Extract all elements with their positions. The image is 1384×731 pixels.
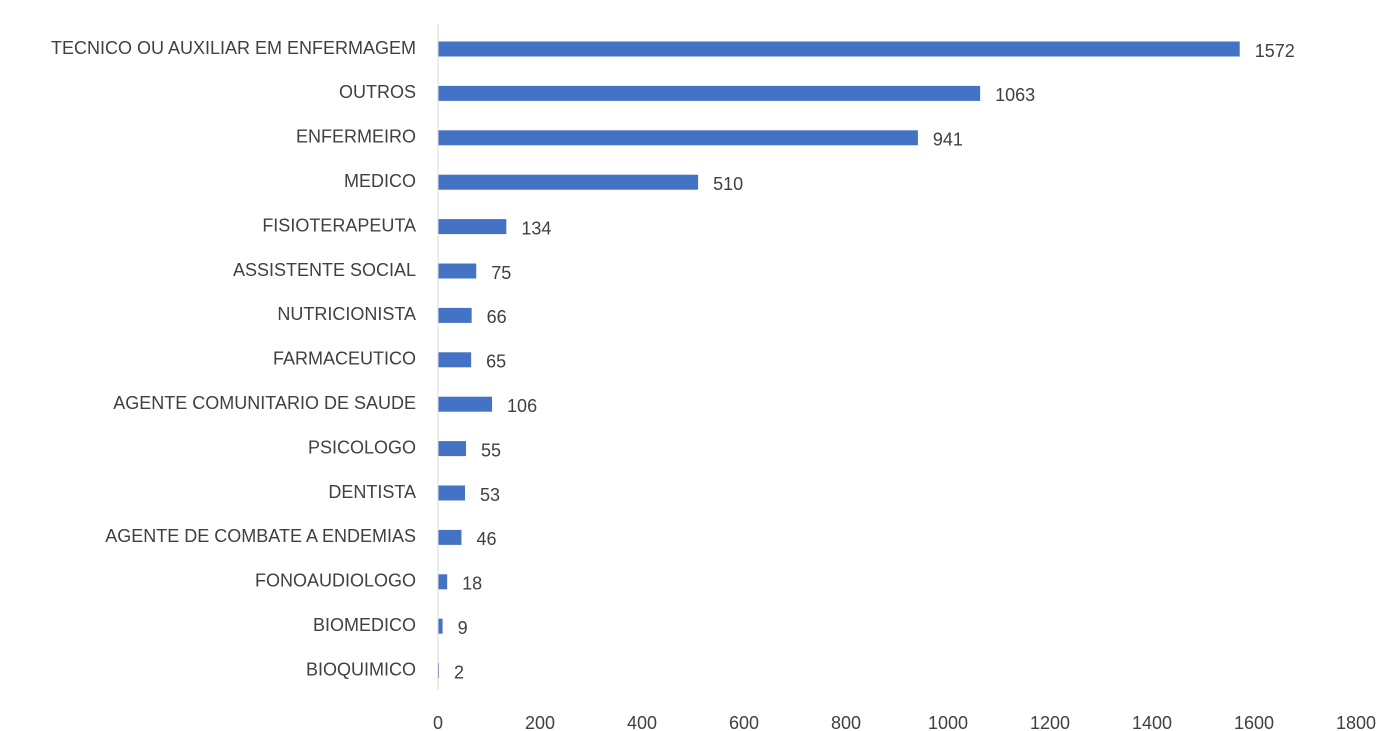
data-label-biomedico: 9 xyxy=(458,618,468,638)
category-label-nutricionista: NUTRICIONISTA xyxy=(277,304,416,324)
category-label-fonoaudiologo: FONOAUDIOLOGO xyxy=(255,571,416,591)
bar-nutricionista xyxy=(438,307,472,323)
data-label-nutricionista: 66 xyxy=(487,307,507,327)
data-labels-group: 1572 1063 941 510 134 75 66 65 106 55 53 46 18 9 2 xyxy=(454,41,1295,683)
x-tick-label-1600: 1600 xyxy=(1234,713,1274,731)
category-label-agente-de-combate-a-endemias: AGENTE DE COMBATE A ENDEMIAS xyxy=(105,526,416,546)
data-label-fisioterapeuta: 134 xyxy=(521,218,551,238)
category-label-biomedico: BIOMEDICO xyxy=(313,615,416,635)
category-label-dentista: DENTISTA xyxy=(328,482,416,502)
category-label-bioquimico: BIOQUIMICO xyxy=(306,659,416,679)
category-label-psicologo: PSICOLOGO xyxy=(308,437,416,457)
bar-agente-de-combate-a-endemias xyxy=(438,529,462,545)
bar-assistente-social xyxy=(438,263,477,279)
category-label-assistente-social: ASSISTENTE SOCIAL xyxy=(233,260,416,280)
x-tick-label-1400: 1400 xyxy=(1132,713,1172,731)
x-tick-label-800: 800 xyxy=(831,713,861,731)
data-label-enfermeiro: 941 xyxy=(933,130,963,150)
category-label-outros: OUTROS xyxy=(339,82,416,102)
bar-psicologo xyxy=(438,441,467,457)
bar-farmaceutico xyxy=(438,352,472,368)
x-tick-label-600: 600 xyxy=(729,713,759,731)
category-label-medico: MEDICO xyxy=(344,171,416,191)
data-label-agente-comunitario-de-saude: 106 xyxy=(507,396,537,416)
bar-biomedico xyxy=(438,618,443,634)
category-label-tecnico-ou-auxiliar-em-enfermagem: TECNICO OU AUXILIAR EM ENFERMAGEM xyxy=(51,38,416,58)
x-tick-label-400: 400 xyxy=(627,713,657,731)
bar-fonoaudiologo xyxy=(438,574,448,590)
category-label-fisioterapeuta: FISIOTERAPEUTA xyxy=(262,215,416,235)
x-tick-label-0: 0 xyxy=(433,713,443,731)
bar-dentista xyxy=(438,485,466,501)
bars-group xyxy=(438,41,1240,679)
bar-tecnico-ou-auxiliar-em-enfermagem xyxy=(438,41,1240,57)
x-tick-label-1800: 1800 xyxy=(1336,713,1376,731)
data-label-bioquimico: 2 xyxy=(454,662,464,682)
data-label-dentista: 53 xyxy=(480,485,500,505)
x-tick-label-1000: 1000 xyxy=(928,713,968,731)
x-tick-label-1200: 1200 xyxy=(1030,713,1070,731)
data-label-medico: 510 xyxy=(713,174,743,194)
bar-fisioterapeuta xyxy=(438,219,507,235)
x-axis-ticks-group: 0 200 400 600 800 1000 1200 1400 1600 1800 xyxy=(433,713,1376,731)
bar-outros xyxy=(438,85,981,101)
bar-bioquimico xyxy=(438,663,440,679)
data-label-assistente-social: 75 xyxy=(491,263,511,283)
data-label-fonoaudiologo: 18 xyxy=(462,574,482,594)
data-label-outros: 1063 xyxy=(995,85,1035,105)
bar-agente-comunitario-de-saude xyxy=(438,396,493,412)
category-label-agente-comunitario-de-saude: AGENTE COMUNITARIO DE SAUDE xyxy=(113,393,416,413)
category-label-enfermeiro: ENFERMEIRO xyxy=(296,127,416,147)
data-label-agente-de-combate-a-endemias: 46 xyxy=(476,529,496,549)
x-tick-label-200: 200 xyxy=(525,713,555,731)
bar-medico xyxy=(438,174,699,190)
category-labels-group: TECNICO OU AUXILIAR EM ENFERMAGEM OUTROS E… xyxy=(51,38,416,680)
category-label-farmaceutico: FARMACEUTICO xyxy=(273,349,416,369)
bar-enfermeiro xyxy=(438,130,918,146)
data-label-tecnico-ou-auxiliar-em-enfermagem: 1572 xyxy=(1255,41,1295,61)
data-label-farmaceutico: 65 xyxy=(486,352,506,372)
data-label-psicologo: 55 xyxy=(481,440,501,460)
